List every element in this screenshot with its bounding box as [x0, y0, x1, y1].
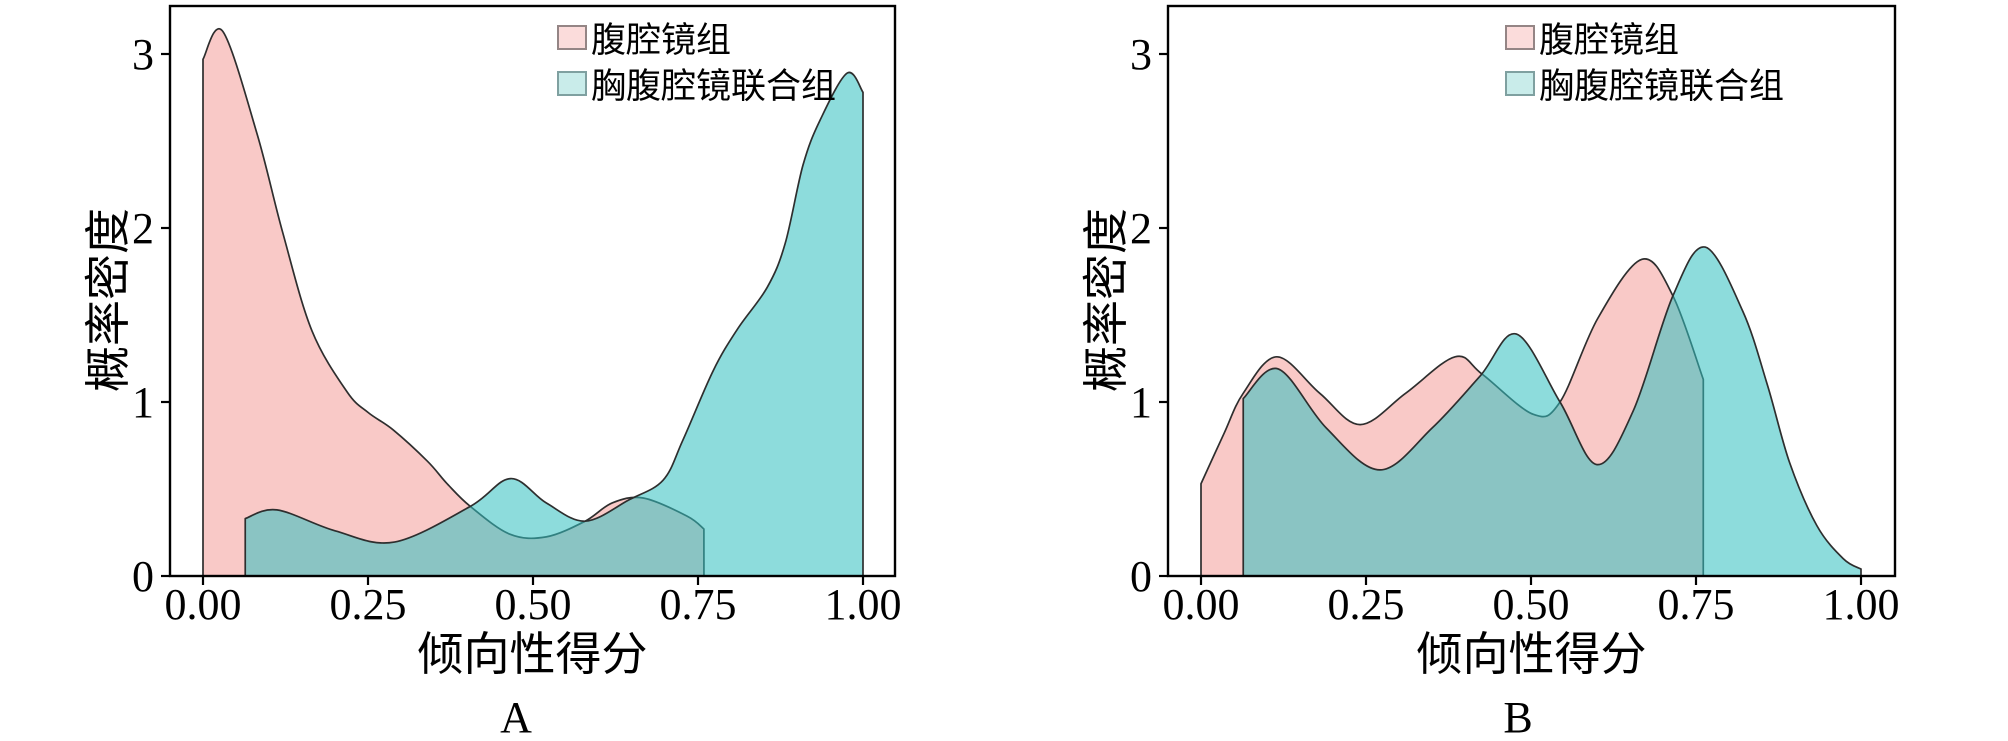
legend-swatch-combined	[1505, 71, 1535, 96]
panel-b: 0.00 0.25 0.50 0.75 1.00 0 1 2 3 倾向性得分 概率密度 B 腹腔镜组胸腹…	[1081, 4, 1900, 741]
legend-swatch-combined	[557, 71, 587, 96]
x-tick-label: 0.50	[495, 580, 572, 629]
x-tick-label: 0.25	[330, 580, 407, 629]
legend-label-laparoscopy: 腹腔镜组	[1539, 21, 1679, 60]
legend-swatch-laparoscopy	[557, 25, 587, 50]
y-tick-label: 3	[1130, 30, 1152, 79]
y-tick-label: 1	[132, 378, 154, 427]
y-tick-label: 0	[1130, 552, 1152, 601]
x-tick-label: 1.00	[825, 580, 902, 629]
y-axis-title: 概率密度	[83, 208, 134, 392]
x-tick-label: 0.75	[1658, 580, 1735, 629]
density-area-combined	[1242, 246, 1862, 577]
panel-label: A	[500, 693, 532, 741]
legend-swatch-laparoscopy	[1505, 25, 1535, 50]
y-axis-title: 概率密度	[1081, 208, 1132, 392]
density-area-combined	[244, 71, 864, 577]
density-area-laparoscopy	[202, 27, 705, 577]
panel-a: 0.00 0.25 0.50 0.75 1.00 0 1 2 3 倾向性得分 概率密度 A 腹腔镜组胸腹…	[83, 4, 902, 741]
x-tick-label: 0.00	[165, 580, 242, 629]
panel-label: B	[1503, 693, 1532, 741]
x-tick-label: 0.25	[1328, 580, 1405, 629]
legend-label-combined: 胸腹腔镜联合组	[1539, 67, 1784, 106]
x-axis-title: 倾向性得分	[1417, 629, 1647, 680]
y-tick-label: 2	[132, 204, 154, 253]
legend-label-combined: 胸腹腔镜联合组	[591, 67, 836, 106]
y-tick-label: 0	[132, 552, 154, 601]
y-tick-label: 1	[1130, 378, 1152, 427]
x-tick-label: 0.00	[1163, 580, 1240, 629]
x-tick-label: 0.50	[1493, 580, 1570, 629]
legend-label-laparoscopy: 腹腔镜组	[591, 21, 731, 60]
y-tick-label: 3	[132, 30, 154, 79]
x-tick-label: 1.00	[1823, 580, 1900, 629]
y-tick-label: 2	[1130, 204, 1152, 253]
x-tick-label: 0.75	[660, 580, 737, 629]
x-axis-title: 倾向性得分	[418, 629, 648, 680]
